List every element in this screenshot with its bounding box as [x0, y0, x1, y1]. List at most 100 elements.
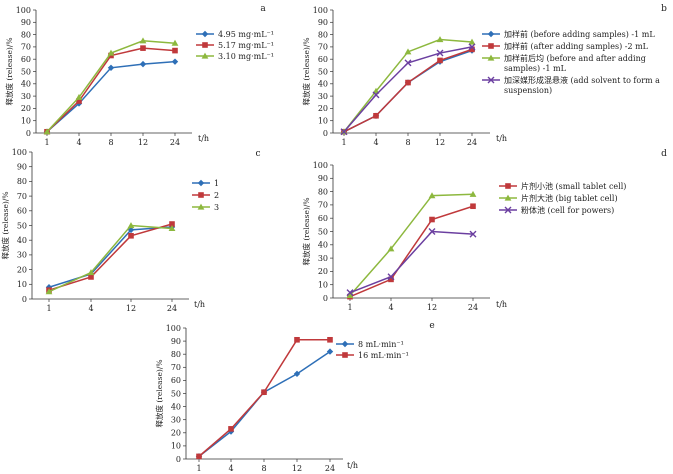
y-tick-label: 40: [318, 80, 328, 89]
y-tick-label: 30: [17, 251, 27, 260]
legend-label: 4.95 mg·mL⁻¹: [218, 30, 274, 39]
panel-label: d: [661, 149, 667, 159]
y-tick-label: 70: [21, 43, 31, 52]
data-point: [107, 64, 115, 72]
y-tick-label: 80: [318, 30, 328, 39]
data-point: [168, 225, 176, 232]
legend-label: 加样前后均 (before and after adding: [504, 53, 646, 63]
data-point: [294, 336, 300, 343]
x-tick-label: 12: [126, 304, 136, 313]
y-tick-label: 90: [171, 337, 181, 346]
x-axis-unit: t/h: [347, 461, 358, 470]
series-line: [46, 47, 176, 133]
data-point: [75, 93, 83, 100]
data-point: [469, 46, 475, 53]
y-tick-label: 30: [318, 254, 328, 263]
y-tick-label: 20: [171, 429, 181, 438]
series-line: [343, 46, 473, 133]
y-tick-label: 100: [12, 148, 27, 157]
x-tick-label: 24: [167, 304, 177, 313]
legend-label: 2: [214, 191, 219, 200]
legend-label: suspension): [504, 86, 552, 95]
y-tick-label: 20: [21, 104, 31, 113]
series-line: [48, 223, 173, 291]
x-axis-unit: t/h: [194, 300, 205, 309]
y-tick-label: 0: [26, 129, 31, 138]
series-line: [48, 224, 173, 293]
legend-item: 加样前 (after adding samples) -2 mL: [482, 41, 649, 51]
legend-label: 片剂小池 (small tablet cell): [521, 181, 626, 191]
y-tick-label: 100: [313, 6, 328, 15]
y-tick-label: 70: [318, 43, 328, 52]
data-point: [469, 190, 477, 197]
x-axis-unit: t/h: [496, 300, 507, 309]
data-point: [405, 79, 411, 86]
data-point: [139, 37, 147, 44]
data-point: [373, 112, 379, 119]
y-tick-label: 30: [318, 92, 328, 101]
series-line: [349, 230, 474, 294]
data-point: [470, 203, 476, 210]
legend-item: 8 mL·min⁻¹: [336, 340, 404, 349]
data-point: [436, 49, 444, 57]
data-point: [45, 288, 53, 295]
legend-marker: [505, 183, 511, 189]
legend-marker: [201, 30, 209, 38]
data-point: [140, 45, 146, 51]
series-line: [198, 350, 331, 457]
x-tick-label: 4: [388, 303, 393, 312]
legend-item: 3: [192, 203, 219, 212]
y-axis-label: 释放度 (release)/%: [301, 197, 311, 265]
data-point: [43, 128, 51, 135]
y-axis-label: 释放度 (release)/%: [0, 191, 10, 259]
data-point: [404, 59, 412, 67]
panel-label: a: [260, 4, 266, 14]
y-tick-label: 70: [17, 192, 27, 201]
data-point: [87, 269, 95, 276]
series-line: [349, 205, 474, 298]
legend-item: 片剂大池 (big tablet cell): [499, 193, 618, 203]
data-point: [171, 58, 179, 65]
data-point: [436, 36, 444, 43]
data-point: [404, 48, 412, 55]
data-point: [76, 98, 82, 104]
x-tick-label: 4: [88, 304, 93, 313]
data-point: [196, 453, 202, 460]
legend-label: 8 mL·min⁻¹: [358, 340, 404, 349]
x-axis-unit: t/h: [496, 134, 507, 143]
y-tick-label: 80: [318, 187, 328, 196]
y-tick-label: 10: [17, 280, 27, 289]
x-tick-label: 4: [76, 138, 81, 147]
y-tick-label: 80: [21, 30, 31, 39]
y-tick-label: 0: [323, 129, 328, 138]
x-tick-label: 8: [405, 138, 410, 147]
data-point: [261, 389, 267, 395]
data-point: [171, 39, 179, 46]
panel-label: b: [661, 4, 667, 14]
y-tick-label: 40: [21, 80, 31, 89]
y-tick-label: 60: [21, 55, 31, 64]
data-point: [128, 232, 134, 239]
y-tick-label: 30: [21, 92, 31, 101]
data-point: [127, 226, 135, 234]
legend-item: 1: [192, 179, 219, 188]
data-point: [428, 228, 436, 235]
legend-label: samples) -1 mL: [504, 64, 567, 73]
legend-marker: [342, 352, 348, 358]
y-tick-label: 40: [318, 241, 328, 250]
data-point: [468, 38, 476, 45]
y-tick-label: 100: [313, 161, 328, 170]
legend-item: 16 mL·min⁻¹: [336, 351, 409, 360]
y-tick-label: 10: [21, 117, 31, 126]
x-tick-label: 1: [347, 303, 352, 312]
data-point: [469, 230, 477, 238]
y-tick-label: 50: [17, 221, 27, 230]
data-point: [437, 57, 443, 64]
legend-marker: [201, 52, 209, 59]
y-tick-label: 90: [21, 18, 31, 27]
chart-panel-d: 0 10 20 30 40 50 60 70 80 90 100 1 4 12 24 t/h 释放度 (rele…: [301, 149, 667, 312]
legend-item: 加深媒形成混悬液 (add solvent to form asuspensio…: [482, 75, 660, 95]
data-point: [428, 192, 436, 199]
y-axis-label: 释放度 (release)/%: [4, 37, 14, 105]
legend-marker: [341, 340, 349, 348]
